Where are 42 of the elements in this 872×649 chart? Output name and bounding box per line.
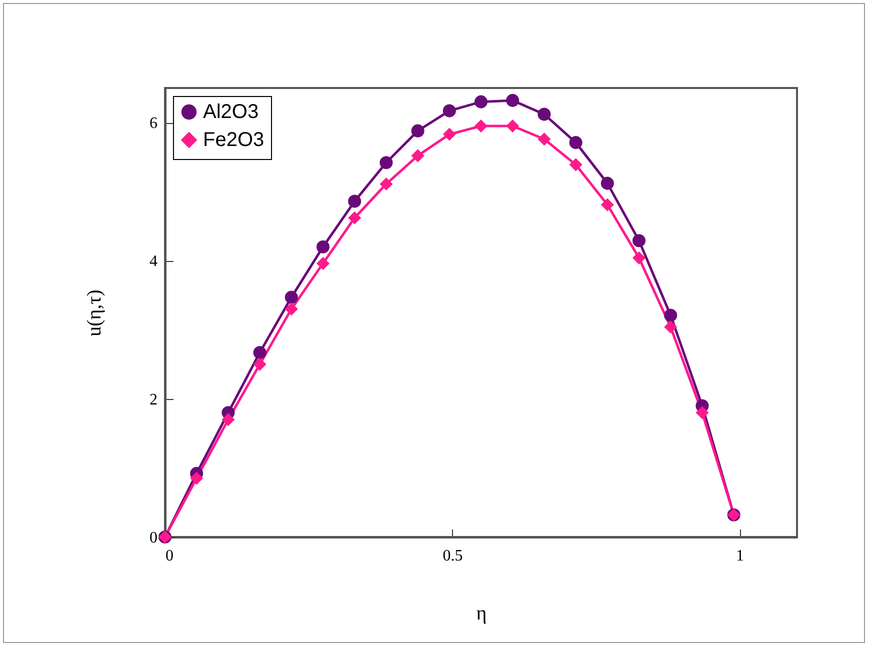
point: [569, 136, 582, 150]
legend-label: Al2O3: [203, 101, 259, 123]
point: [442, 104, 456, 118]
point: [253, 346, 266, 360]
x-axis-title: η: [476, 602, 487, 624]
y-tick-label: 0: [150, 530, 158, 546]
y-axis-title: u(η,τ): [84, 290, 106, 336]
point: [411, 149, 424, 162]
point: [474, 95, 488, 108]
point: [222, 413, 235, 426]
point: [348, 194, 362, 208]
point: [506, 119, 520, 133]
point: [284, 290, 298, 304]
point: [316, 256, 330, 270]
point: [632, 251, 646, 264]
point: [411, 124, 424, 138]
y-tick-label: 6: [150, 115, 158, 132]
point: [664, 308, 678, 322]
point: [632, 234, 646, 248]
point: [190, 472, 204, 485]
legend-label: Fe2O3: [203, 129, 264, 151]
point: [538, 108, 551, 121]
point: [316, 240, 330, 254]
point: [506, 94, 520, 107]
x-tick-label: 0.5: [442, 548, 463, 564]
point: [348, 211, 362, 224]
point: [600, 198, 614, 212]
point: [253, 358, 266, 371]
point: [696, 406, 709, 420]
point: [380, 178, 393, 191]
y-tick-label: 2: [150, 391, 158, 408]
point: [442, 128, 456, 141]
point: [284, 302, 298, 316]
point: [474, 119, 488, 133]
point: [538, 132, 551, 146]
point: [664, 320, 678, 334]
x-tick-label: 0: [166, 548, 174, 564]
y-tick-label: 4: [150, 253, 158, 270]
point: [569, 158, 582, 172]
point: [600, 176, 614, 190]
x-tick-label: 1: [736, 548, 744, 564]
point: [380, 156, 393, 170]
